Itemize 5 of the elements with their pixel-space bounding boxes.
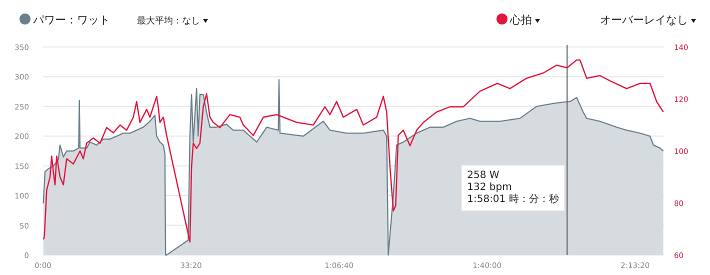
tooltip: 258 W 132 bpm 1:58:01 時：分：秒 (460, 164, 566, 212)
annotation: 132 bpm (467, 182, 512, 193)
annotation: 258 W (467, 170, 500, 181)
legend-label: 心拍 (509, 14, 532, 26)
annotation: 1:58:01 時：分：秒 (467, 193, 559, 205)
